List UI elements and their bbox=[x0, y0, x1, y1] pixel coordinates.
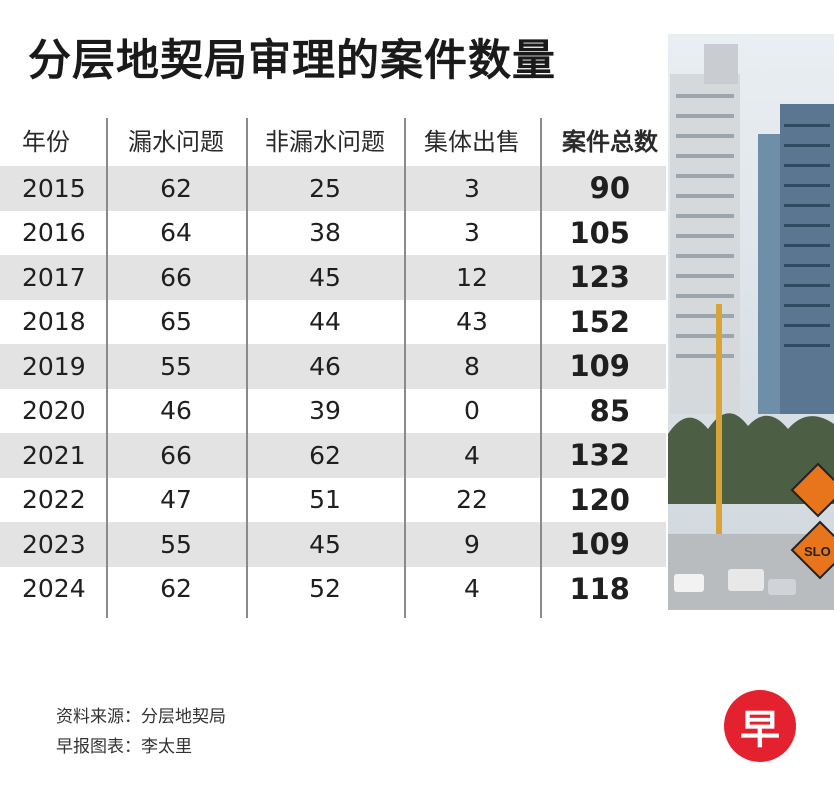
logo-text: 早 bbox=[740, 707, 780, 753]
cell-total: 132 bbox=[569, 438, 630, 473]
cell-leak: 66 bbox=[160, 262, 192, 292]
cell-year: 2023 bbox=[22, 529, 86, 559]
cell-year: 2022 bbox=[22, 485, 86, 515]
table-row: 2017 66 45 12 123 bbox=[0, 255, 666, 300]
cell-leak: 66 bbox=[160, 440, 192, 470]
cell-total: 90 bbox=[589, 171, 630, 206]
header-leak: 漏水问题 bbox=[128, 127, 224, 156]
cell-leak: 55 bbox=[160, 351, 192, 381]
cell-collective-sale: 3 bbox=[464, 218, 480, 248]
cell-leak: 62 bbox=[160, 173, 192, 203]
cell-leak: 62 bbox=[160, 574, 192, 604]
source-note: 资料来源：分层地契局 早报图表：李太里 bbox=[56, 702, 226, 762]
cell-year: 2021 bbox=[22, 440, 86, 470]
cell-year: 2016 bbox=[22, 218, 86, 248]
cell-collective-sale: 4 bbox=[464, 440, 480, 470]
column-divider bbox=[246, 118, 248, 618]
cell-total: 109 bbox=[569, 349, 630, 384]
table-row: 2018 65 44 43 152 bbox=[0, 300, 666, 345]
cell-collective-sale: 4 bbox=[464, 574, 480, 604]
zaobao-logo: 早 bbox=[724, 690, 796, 762]
table-row: 2022 47 51 22 120 bbox=[0, 478, 666, 523]
table-row: 2023 55 45 9 109 bbox=[0, 522, 666, 567]
cell-nonleak: 52 bbox=[309, 574, 341, 604]
cell-leak: 47 bbox=[160, 485, 192, 515]
cell-nonleak: 45 bbox=[309, 529, 341, 559]
cell-total: 152 bbox=[569, 304, 630, 339]
cell-total: 85 bbox=[589, 393, 630, 428]
table-row: 2024 62 52 4 118 bbox=[0, 567, 666, 612]
cell-nonleak: 39 bbox=[309, 396, 341, 426]
table-row: 2021 66 62 4 132 bbox=[0, 433, 666, 478]
cell-nonleak: 25 bbox=[309, 173, 341, 203]
sign-text: SLO bbox=[804, 544, 831, 559]
chart-title: 分层地契局审理的案件数量 bbox=[28, 36, 556, 86]
cell-nonleak: 46 bbox=[309, 351, 341, 381]
cell-collective-sale: 8 bbox=[464, 351, 480, 381]
cell-total: 105 bbox=[569, 215, 630, 250]
cell-leak: 64 bbox=[160, 218, 192, 248]
cell-total: 123 bbox=[569, 260, 630, 295]
header-total: 案件总数 bbox=[562, 127, 658, 156]
source-text: 资料来源：分层地契局 bbox=[56, 707, 226, 727]
cell-total: 118 bbox=[569, 571, 630, 606]
cell-nonleak: 51 bbox=[309, 485, 341, 515]
header-collective-sale: 集体出售 bbox=[424, 127, 520, 156]
cell-year: 2018 bbox=[22, 307, 86, 337]
cell-collective-sale: 9 bbox=[464, 529, 480, 559]
cell-leak: 46 bbox=[160, 396, 192, 426]
cell-collective-sale: 3 bbox=[464, 173, 480, 203]
cell-year: 2020 bbox=[22, 396, 86, 426]
cell-leak: 55 bbox=[160, 529, 192, 559]
cell-nonleak: 44 bbox=[309, 307, 341, 337]
data-table: 年份 漏水问题 非漏水问题 集体出售 案件总数 2015 62 25 3 90 2016 6… bbox=[0, 112, 666, 618]
cell-year: 2015 bbox=[22, 173, 86, 203]
table-row: 2019 55 46 8 109 bbox=[0, 344, 666, 389]
cell-total: 109 bbox=[569, 527, 630, 562]
cell-year: 2017 bbox=[22, 262, 86, 292]
cell-year: 2019 bbox=[22, 351, 86, 381]
credit-text: 早报图表：李太里 bbox=[56, 737, 192, 757]
cell-nonleak: 38 bbox=[309, 218, 341, 248]
city-photo: SLO bbox=[668, 34, 834, 610]
table-row: 2020 46 39 0 85 bbox=[0, 389, 666, 434]
column-divider bbox=[106, 118, 108, 618]
column-divider bbox=[404, 118, 406, 618]
cell-collective-sale: 0 bbox=[464, 396, 480, 426]
table-row: 2015 62 25 3 90 bbox=[0, 166, 666, 211]
cell-collective-sale: 12 bbox=[456, 262, 488, 292]
header-year: 年份 bbox=[22, 127, 70, 156]
header-nonleak: 非漏水问题 bbox=[265, 127, 385, 156]
cell-total: 120 bbox=[569, 482, 630, 517]
column-divider bbox=[540, 118, 542, 618]
table-header: 年份 漏水问题 非漏水问题 集体出售 案件总数 bbox=[0, 112, 666, 166]
cell-collective-sale: 43 bbox=[456, 307, 488, 337]
table-row: 2016 64 38 3 105 bbox=[0, 211, 666, 256]
cell-nonleak: 45 bbox=[309, 262, 341, 292]
cell-collective-sale: 22 bbox=[456, 485, 488, 515]
cell-leak: 65 bbox=[160, 307, 192, 337]
cell-year: 2024 bbox=[22, 574, 86, 604]
cell-nonleak: 62 bbox=[309, 440, 341, 470]
